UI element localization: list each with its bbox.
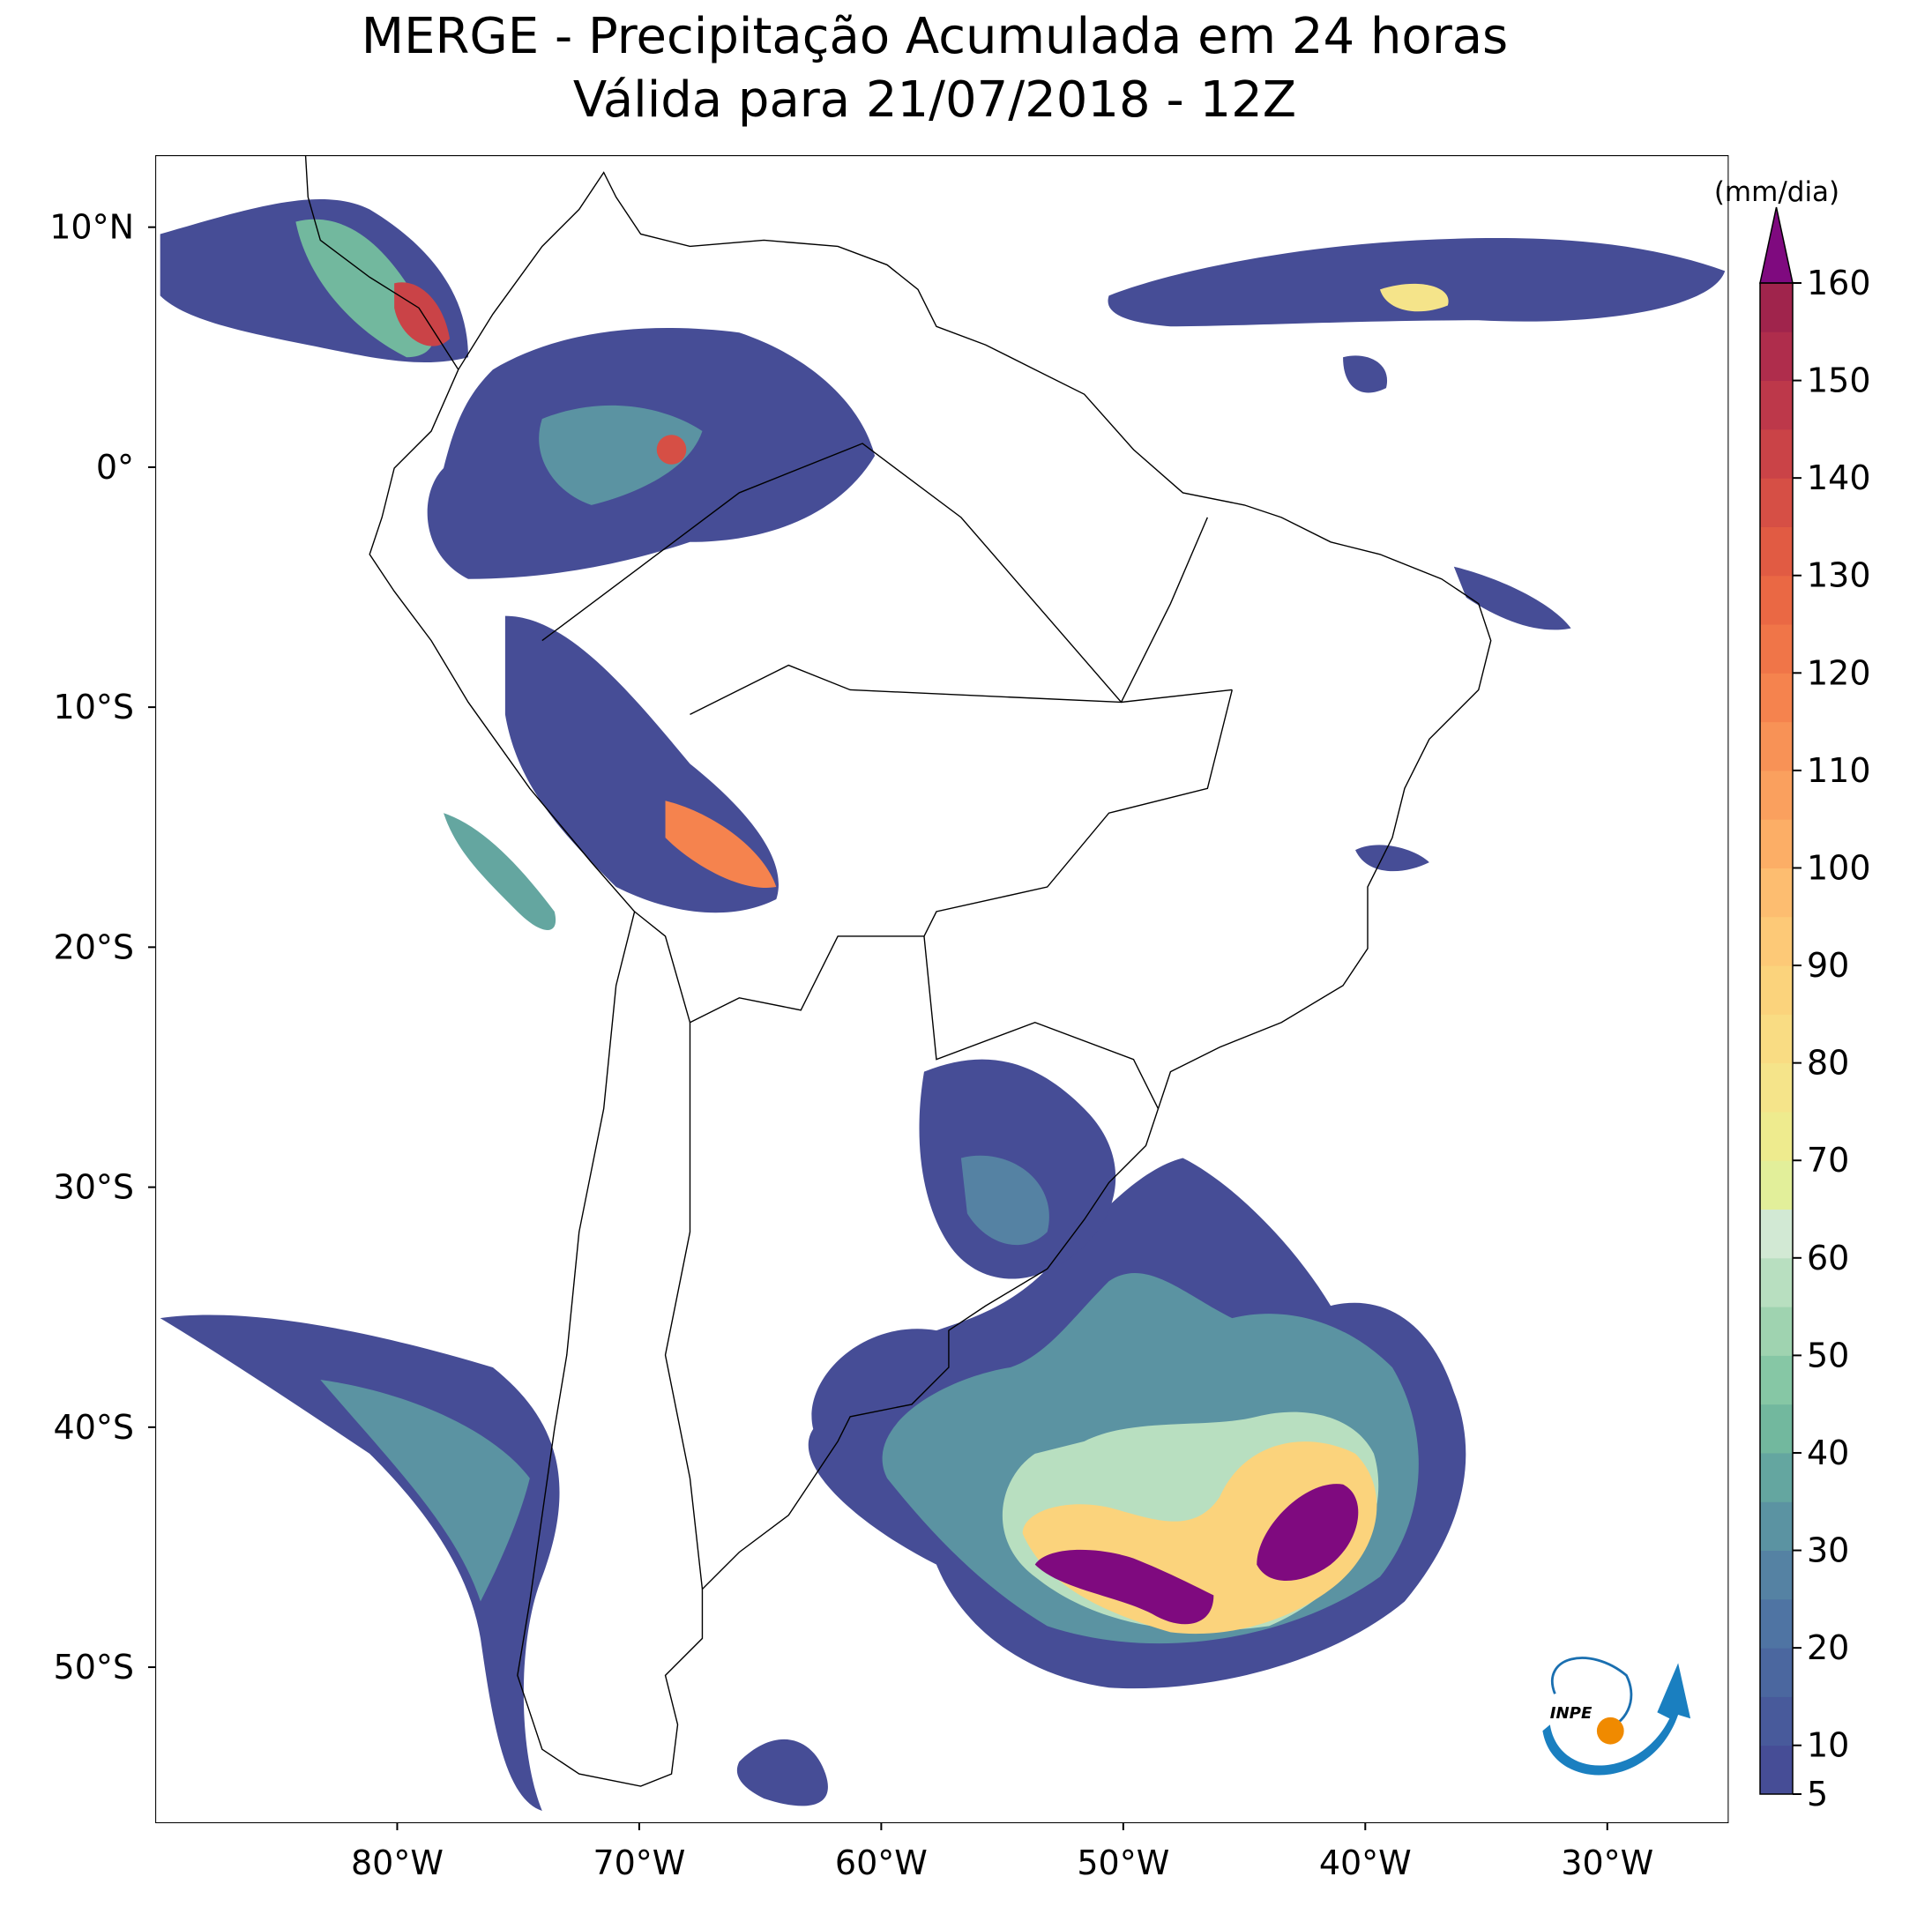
colorbar-tick-label: 110 [1807, 751, 1871, 790]
colorbar-segment [1760, 1648, 1793, 1697]
colorbar-segment [1760, 1404, 1793, 1454]
map-layer: INPE [155, 155, 1729, 1824]
x-tick-label: 50°W [1077, 1843, 1169, 1882]
x-tick-label: 40°W [1319, 1843, 1412, 1882]
precipitation [160, 198, 1726, 1812]
colorbar-segment [1760, 380, 1793, 430]
title: MERGE - Precipitação Acumulada em 24 hor… [362, 8, 1508, 65]
colorbar-tick-label: 70 [1807, 1141, 1849, 1180]
colorbar-tick-label: 80 [1807, 1044, 1849, 1083]
colorbar-segment [1760, 1452, 1793, 1502]
colorbar-unit: (mm/dia) [1714, 176, 1839, 208]
colorbar-frame [1759, 282, 1794, 1795]
colorbar-extend [1759, 206, 1794, 284]
colorbar-tick-label: 10 [1807, 1726, 1849, 1765]
x-tick-label: 30°W [1561, 1843, 1653, 1882]
colorbar-segment [1760, 1696, 1793, 1746]
colorbar-tick-label: 30 [1807, 1531, 1849, 1570]
colorbar-segment [1760, 1160, 1793, 1210]
subtitle: Válida para 21/07/2018 - 12Z [573, 71, 1296, 129]
colorbar-tick-label: 40 [1807, 1434, 1849, 1472]
logo: INPE [1542, 1657, 1691, 1776]
colorbar-tick-label: 150 [1807, 361, 1871, 400]
logo-text: INPE [1550, 1704, 1593, 1723]
y-tick-label: 20°S [54, 927, 134, 966]
colorbar-tick-label: 140 [1807, 458, 1871, 497]
colorbar-segment [1760, 1307, 1793, 1356]
colorbar-segment [1760, 1257, 1793, 1307]
colorbar-segment [1760, 1014, 1793, 1064]
colorbar-segment [1760, 1745, 1793, 1795]
colorbar-segment [1760, 331, 1793, 382]
colorbar-segment [1760, 673, 1793, 723]
colorbar-tick-label: 60 [1807, 1239, 1849, 1277]
colorbar-segment [1760, 624, 1793, 674]
y-tick-label: 10°N [49, 208, 134, 247]
colorbar-segment [1760, 1355, 1793, 1405]
colorbar-segment [1760, 283, 1793, 332]
y-tick-label: 50°S [54, 1648, 134, 1687]
colorbar-segment [1760, 1598, 1793, 1649]
y-tick-label: 40°S [54, 1408, 134, 1447]
colorbar-segment [1760, 770, 1793, 820]
x-tick-label: 80°W [351, 1843, 444, 1882]
colorbar-segment [1760, 721, 1793, 771]
colorbar-segment [1760, 1062, 1793, 1113]
colorbar-segment [1760, 965, 1793, 1015]
y-tick-label: 0° [96, 448, 134, 487]
colorbar-tick-label: 130 [1807, 556, 1871, 595]
colorbar-tick-label: 100 [1807, 848, 1871, 887]
colorbar-segment [1760, 1550, 1793, 1600]
x-tick-label: 70°W [593, 1843, 685, 1882]
colorbar-tick-label: 120 [1807, 653, 1871, 692]
colorbar-tick-label: 90 [1807, 946, 1849, 985]
colorbar-segment [1760, 1209, 1793, 1259]
colorbar-segment [1760, 868, 1793, 918]
colorbar-segment [1760, 428, 1793, 479]
coastlines [155, 155, 1729, 1824]
colorbar-tick-label: 50 [1807, 1336, 1849, 1374]
x-tick-label: 60°W [835, 1843, 928, 1882]
colorbar-segment [1760, 819, 1793, 868]
colorbar-segment [1760, 478, 1793, 527]
y-tick-label: 30°S [54, 1168, 134, 1207]
colorbar-tick-label: 20 [1807, 1628, 1849, 1667]
colorbar-segment [1760, 526, 1793, 577]
colorbar-tick-label: 160 [1807, 264, 1871, 302]
colorbar-segment [1760, 916, 1793, 966]
y-tick-label: 10°S [54, 688, 134, 726]
colorbar-tick-label: 5 [1807, 1775, 1828, 1813]
colorbar-segment [1760, 1111, 1793, 1161]
colorbar-segment [1760, 1501, 1793, 1552]
colorbar-segment [1760, 575, 1793, 625]
